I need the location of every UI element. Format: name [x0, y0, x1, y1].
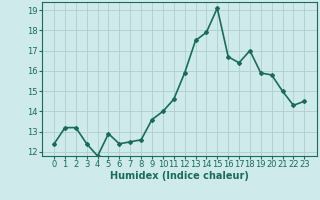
- X-axis label: Humidex (Indice chaleur): Humidex (Indice chaleur): [110, 171, 249, 181]
